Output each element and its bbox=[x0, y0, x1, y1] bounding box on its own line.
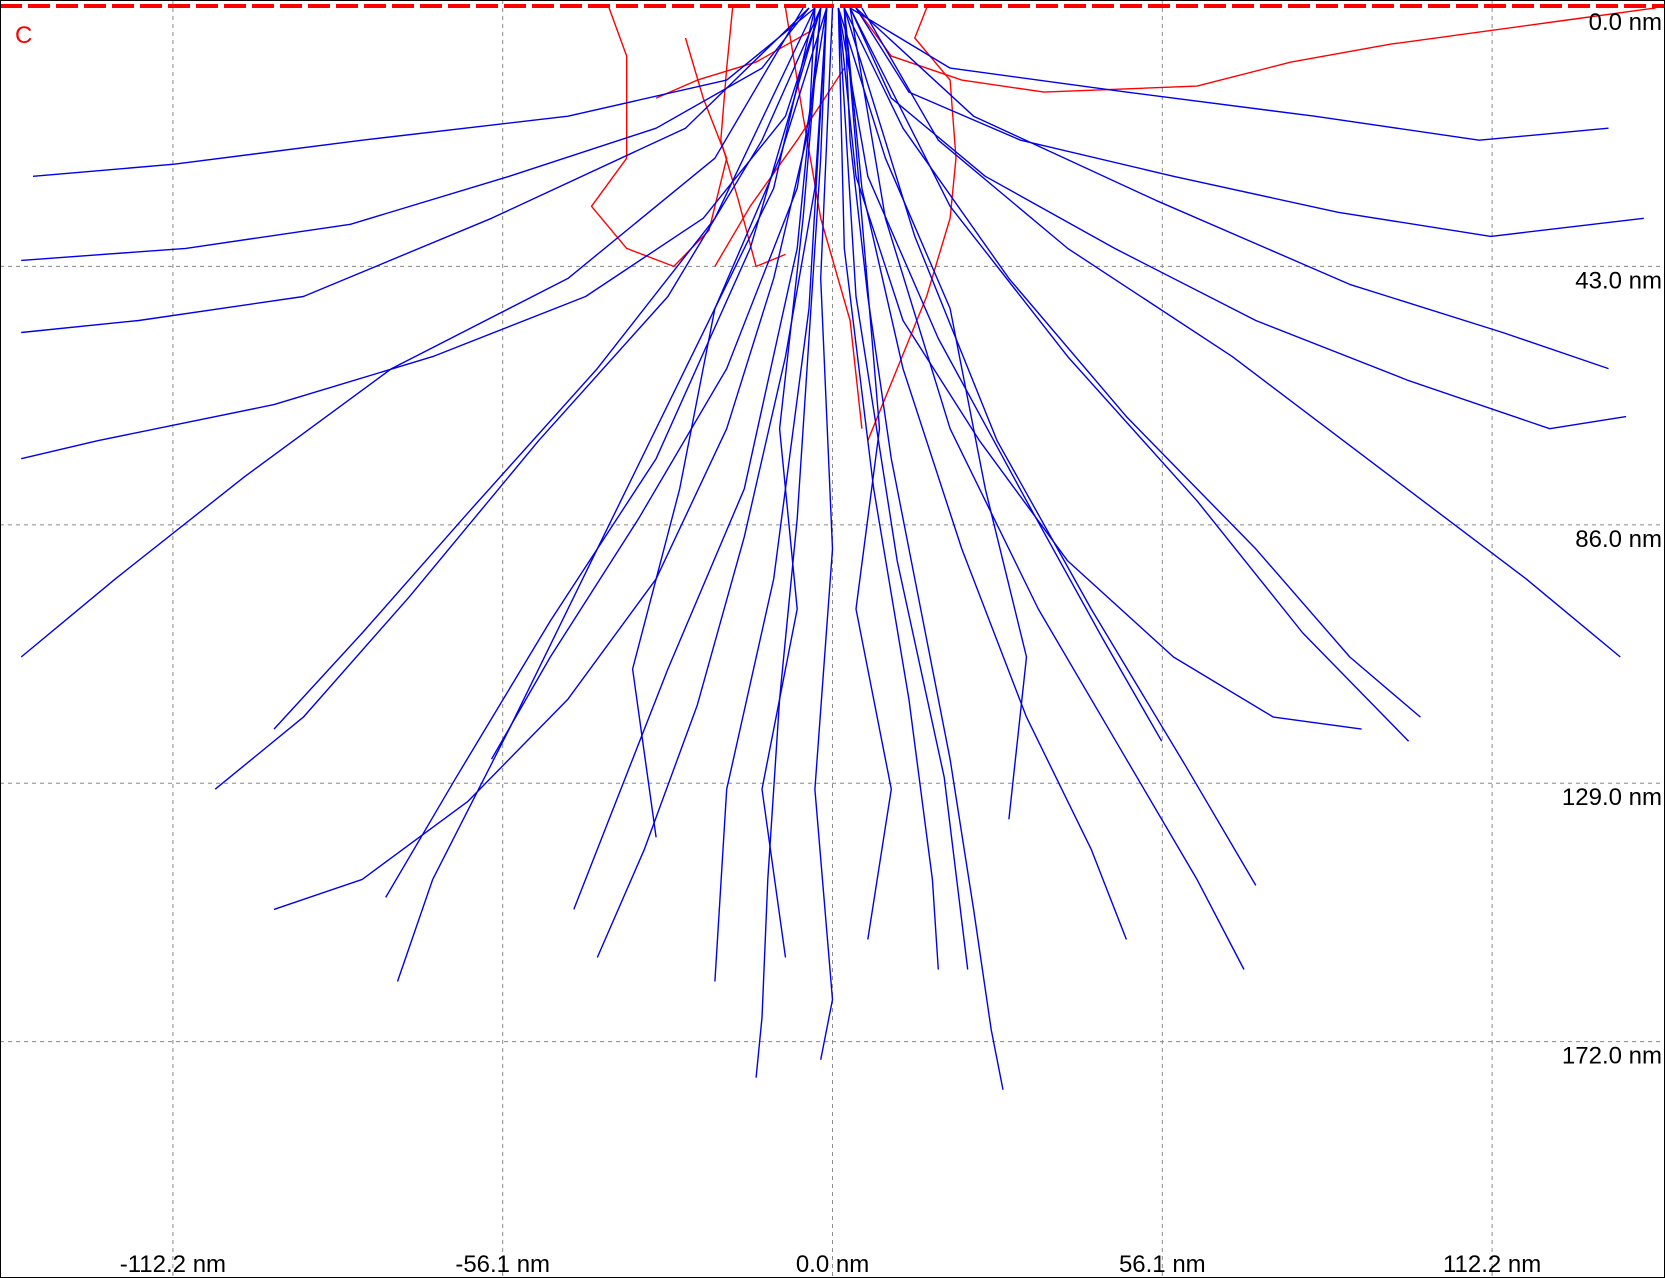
panel-letter: C bbox=[15, 22, 33, 49]
y-tick-labels: 0.0 nm 43.0 nm 86.0 nm 129.0 nm 172.0 nm bbox=[1562, 9, 1662, 1070]
trajectory-1-18 bbox=[843, 7, 1421, 718]
trajectory-1-34 bbox=[849, 7, 1410, 742]
trajectory-1-16 bbox=[861, 7, 1621, 658]
trajectory-1-12 bbox=[573, 7, 822, 910]
x-tick-label: 0.0 nm bbox=[796, 1251, 869, 1278]
trajectory-1-19 bbox=[490, 7, 828, 760]
trajectory-1-5 bbox=[849, 7, 1627, 430]
x-tick-label: 112.2 nm bbox=[1443, 1251, 1541, 1278]
trajectory-0-1 bbox=[720, 7, 786, 268]
trajectory-1-30 bbox=[843, 7, 1257, 886]
trajectory-0-2 bbox=[855, 7, 1656, 93]
trajectory-1-20 bbox=[837, 7, 1163, 742]
trajectory-1-25 bbox=[631, 7, 828, 838]
x-tick-label: 56.1 nm bbox=[1119, 1251, 1206, 1278]
y-tick-label: 172.0 nm bbox=[1562, 1043, 1662, 1070]
trajectory-1-0 bbox=[273, 7, 816, 911]
trajectory-1-26 bbox=[837, 7, 1028, 820]
trajectory-1-4 bbox=[21, 7, 822, 460]
trajectory-1-27 bbox=[21, 7, 810, 334]
trajectory-1-2 bbox=[755, 7, 828, 1078]
trajectory-1-6 bbox=[21, 7, 810, 262]
trajectory-1-31 bbox=[714, 7, 828, 982]
trajectory-1-11 bbox=[849, 7, 1245, 970]
trajectory-1-24 bbox=[843, 7, 892, 940]
trajectory-1-13 bbox=[837, 7, 939, 970]
y-tick-label: 86.0 nm bbox=[1575, 526, 1662, 553]
y-tick-label: 0.0 nm bbox=[1589, 9, 1662, 36]
y-tick-label: 43.0 nm bbox=[1575, 267, 1662, 294]
y-tick-label: 129.0 nm bbox=[1562, 784, 1662, 811]
x-tick-label: -56.1 nm bbox=[455, 1251, 550, 1278]
trajectory-1-23 bbox=[761, 7, 822, 958]
trajectory-1-22 bbox=[849, 7, 1609, 141]
trajectory-0-5 bbox=[655, 31, 810, 99]
trajectory-1-21 bbox=[32, 7, 816, 177]
trajectory-1-1 bbox=[843, 7, 1004, 1090]
trajectory-series bbox=[20, 7, 1656, 1090]
trajectory-0-3 bbox=[867, 7, 957, 441]
trajectory-0-0 bbox=[590, 7, 728, 268]
x-tick-label: -112.2 nm bbox=[120, 1251, 226, 1278]
trajectory-1-7 bbox=[855, 7, 1644, 238]
trajectory-1-14 bbox=[814, 7, 834, 1060]
trajectory-1-28 bbox=[855, 7, 1609, 370]
trajectory-1-15 bbox=[20, 7, 804, 658]
trajectory-1-3 bbox=[837, 7, 1362, 730]
trajectory-1-32 bbox=[837, 7, 969, 970]
trajectory-1-33 bbox=[273, 7, 816, 730]
trajectory-1-9 bbox=[843, 7, 1128, 940]
trajectory-1-10 bbox=[396, 7, 816, 982]
trajectory-1-17 bbox=[214, 7, 822, 790]
trajectory-1-29 bbox=[385, 7, 822, 898]
trajectory-1-8 bbox=[596, 7, 828, 958]
x-tick-labels: -112.2 nm -56.1 nm 0.0 nm 56.1 nm 112.2 nm bbox=[120, 1251, 1541, 1278]
